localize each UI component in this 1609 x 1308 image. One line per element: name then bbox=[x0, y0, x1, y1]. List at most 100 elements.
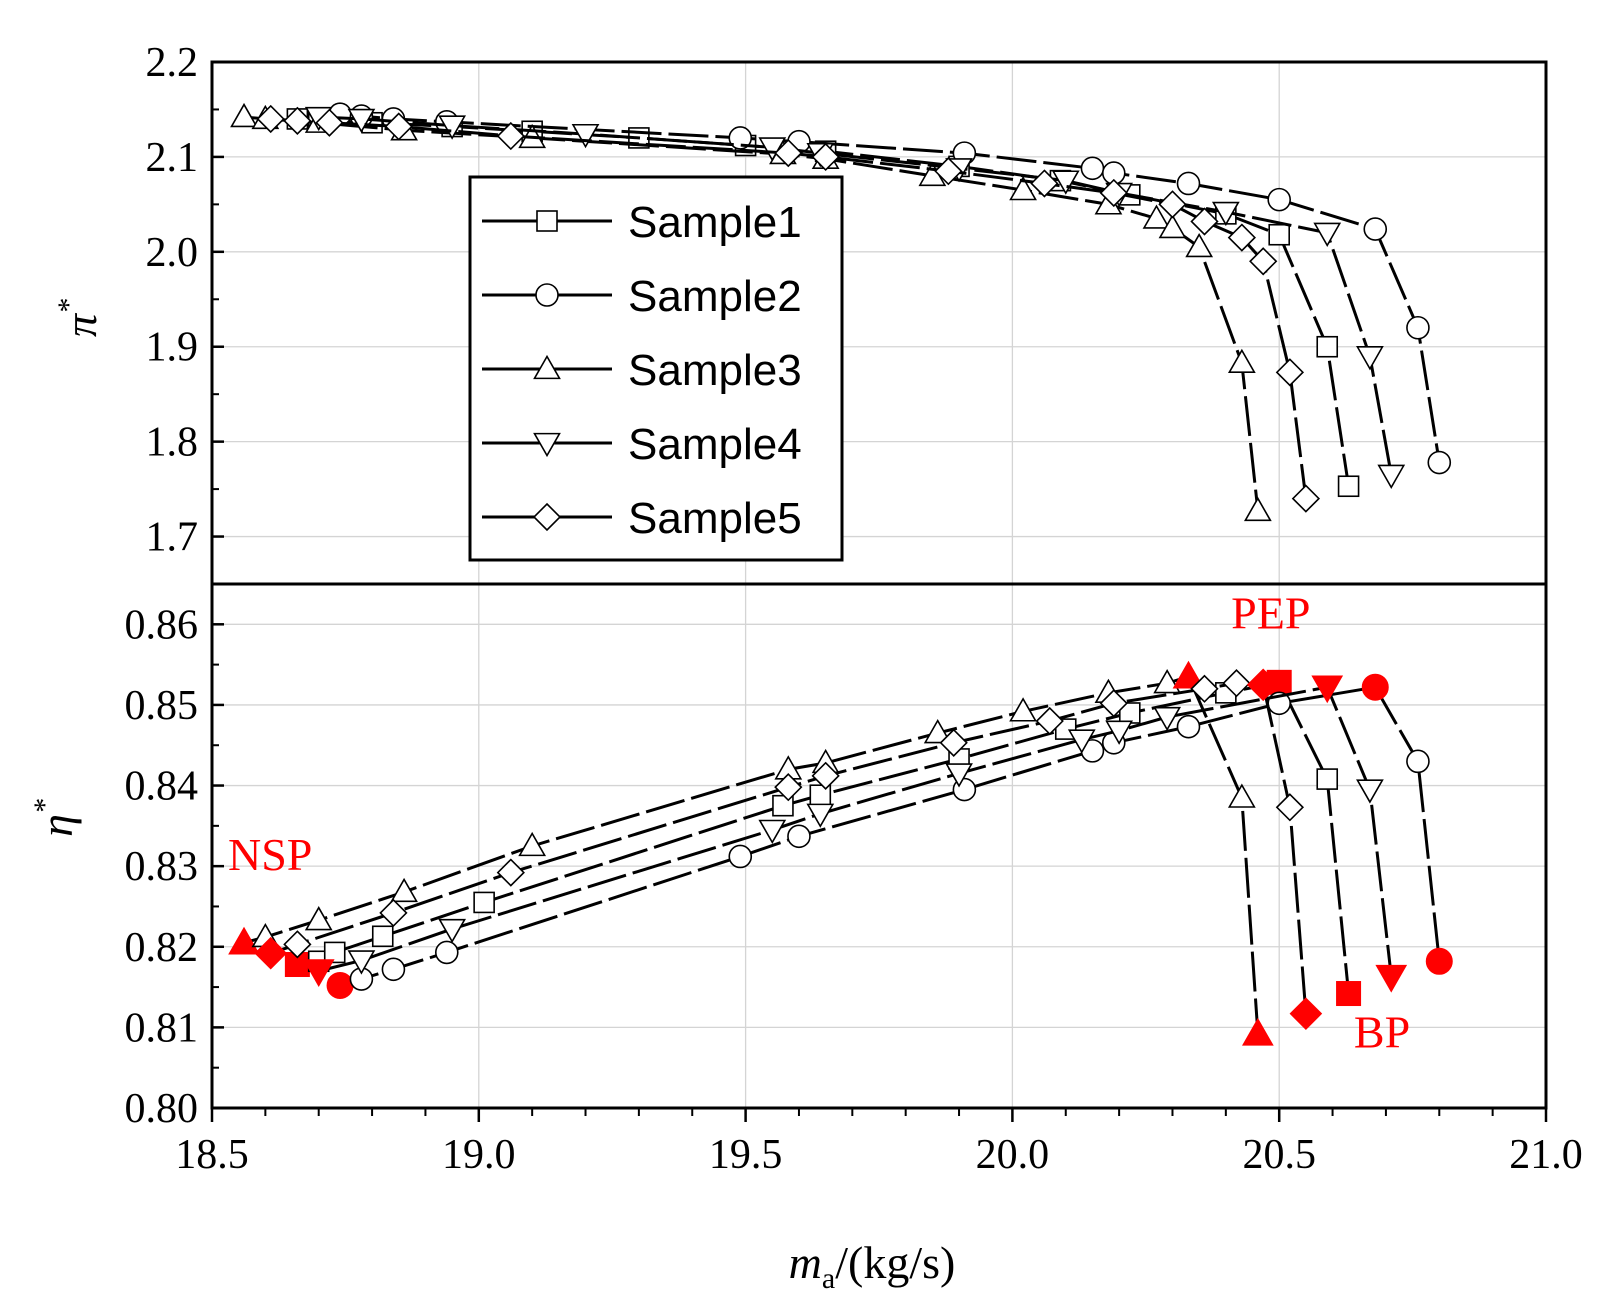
data-point bbox=[806, 803, 835, 828]
legend-marker bbox=[536, 210, 558, 232]
data-point bbox=[1227, 348, 1256, 374]
bottom-y-axis-title: η* bbox=[28, 799, 82, 837]
highlight-point bbox=[1425, 947, 1453, 975]
x-tick-label: 21.0 bbox=[1509, 1132, 1583, 1178]
legend-label: Sample5 bbox=[628, 494, 802, 543]
data-point bbox=[728, 844, 753, 869]
y-tick-label: 0.81 bbox=[125, 1005, 199, 1051]
series-line bbox=[270, 681, 1308, 1014]
legend-marker bbox=[535, 283, 559, 307]
data-point bbox=[1153, 706, 1182, 732]
data-point bbox=[390, 877, 418, 903]
data-point bbox=[1190, 674, 1219, 703]
highlight-point bbox=[1289, 997, 1323, 1030]
legend-entry-sample5: Sample5 bbox=[482, 494, 802, 543]
legend: Sample1 Sample2 Sample3 Sample4 Sample5 bbox=[468, 175, 844, 562]
x-axis-title: ma/(kg/s) bbox=[789, 1237, 956, 1295]
data-point bbox=[438, 918, 466, 944]
data-point bbox=[1211, 201, 1240, 227]
annotations: NSP PEP BP bbox=[228, 587, 1410, 1057]
top-panel-series bbox=[230, 102, 1452, 522]
y-tick-label: 2.0 bbox=[146, 230, 199, 276]
annotation-nsp: NSP bbox=[228, 829, 312, 880]
data-point bbox=[434, 940, 459, 965]
y-tick-label: 2.1 bbox=[146, 135, 199, 181]
highlight-point bbox=[228, 926, 260, 955]
panel-frame-efficiency bbox=[210, 582, 1548, 1110]
data-point bbox=[945, 763, 973, 788]
data-point bbox=[1313, 222, 1342, 247]
y-tick-label: 0.85 bbox=[125, 683, 199, 729]
data-point bbox=[347, 950, 376, 975]
highlight-point bbox=[1361, 673, 1389, 701]
data-point bbox=[1268, 223, 1290, 246]
legend-label: Sample1 bbox=[628, 198, 802, 247]
data-point bbox=[811, 142, 840, 172]
y-tick-label: 1.9 bbox=[146, 325, 199, 371]
data-point bbox=[381, 957, 406, 982]
data-point bbox=[1051, 170, 1080, 195]
data-point bbox=[230, 102, 258, 128]
data-point bbox=[1406, 315, 1430, 340]
data-point bbox=[1185, 232, 1214, 258]
legend-marker bbox=[533, 354, 561, 380]
series-sample2-efficiency bbox=[326, 673, 1453, 999]
data-point bbox=[1227, 783, 1256, 808]
series-line bbox=[339, 685, 1441, 987]
data-point bbox=[1099, 689, 1128, 718]
y-tick-label: 0.80 bbox=[125, 1086, 199, 1132]
annotation-bp: BP bbox=[1354, 1007, 1410, 1058]
legend-entry-sample4: Sample4 bbox=[482, 420, 802, 469]
y-tick-label: 1.8 bbox=[146, 420, 199, 466]
data-point bbox=[1009, 176, 1037, 201]
x-tick-label: 20.5 bbox=[1242, 1132, 1316, 1178]
data-point bbox=[1158, 190, 1187, 219]
y-tick-label: 1.7 bbox=[146, 515, 199, 561]
series-sample4-efficiency bbox=[302, 675, 1408, 993]
data-point bbox=[787, 824, 811, 849]
data-point bbox=[1356, 346, 1384, 371]
data-point bbox=[384, 112, 413, 141]
data-point bbox=[811, 761, 840, 790]
data-point bbox=[315, 108, 344, 137]
legend-entry-sample3: Sample3 bbox=[482, 346, 802, 395]
data-point bbox=[1105, 720, 1133, 745]
y-tick-label: 0.82 bbox=[125, 925, 199, 971]
bottom-panel-series bbox=[228, 660, 1453, 1046]
x-tick-label: 19.0 bbox=[442, 1132, 516, 1178]
highlight-point bbox=[1241, 1017, 1274, 1046]
highlight-point bbox=[254, 936, 288, 970]
data-point bbox=[1316, 768, 1339, 790]
legend-label: Sample4 bbox=[628, 420, 802, 469]
data-point bbox=[438, 115, 466, 140]
data-point bbox=[256, 104, 285, 134]
data-point bbox=[934, 157, 963, 186]
data-point bbox=[1316, 335, 1339, 358]
data-point bbox=[1009, 697, 1037, 722]
data-point bbox=[774, 773, 803, 802]
x-tick-label: 20.0 bbox=[976, 1132, 1050, 1178]
legend-entry-sample2: Sample2 bbox=[482, 272, 802, 321]
data-point bbox=[1153, 669, 1182, 694]
highlight-point bbox=[302, 959, 335, 987]
data-point bbox=[1035, 706, 1064, 736]
data-point bbox=[1275, 358, 1305, 387]
data-point bbox=[1291, 484, 1321, 513]
legend-label: Sample2 bbox=[628, 272, 802, 321]
data-point bbox=[379, 898, 408, 928]
top-y-axis-title: π* bbox=[52, 299, 106, 337]
highlight-point bbox=[326, 971, 354, 999]
series-line bbox=[318, 685, 1393, 977]
data-point bbox=[1222, 669, 1251, 698]
data-point bbox=[1030, 169, 1059, 198]
y-tick-label: 0.86 bbox=[125, 602, 199, 648]
y-tick-label: 0.83 bbox=[125, 844, 199, 890]
y-tick-label: 2.2 bbox=[146, 40, 199, 86]
data-point bbox=[1406, 749, 1430, 774]
data-point bbox=[1243, 496, 1272, 522]
data-point bbox=[1067, 729, 1096, 754]
data-point bbox=[1176, 714, 1201, 739]
data-point bbox=[1142, 204, 1171, 229]
data-point bbox=[1275, 793, 1305, 822]
